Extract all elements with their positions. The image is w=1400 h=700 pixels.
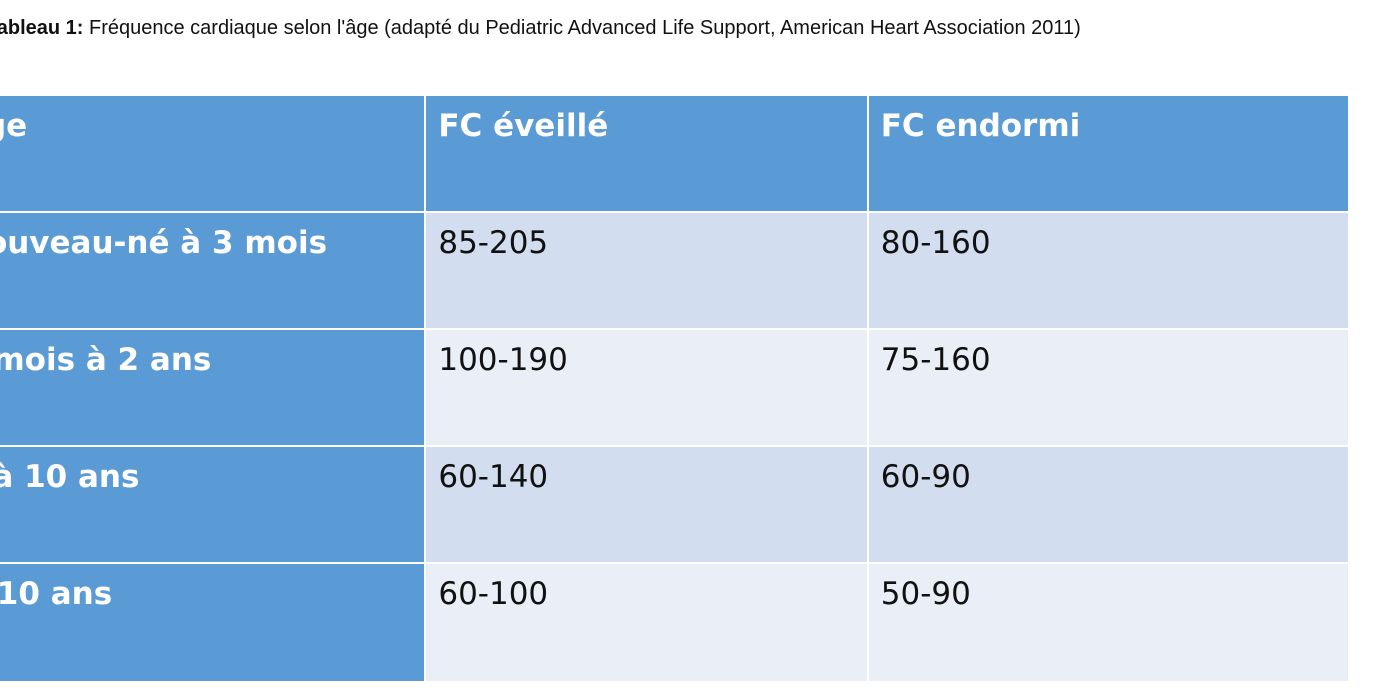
table-caption: Tableau 1: Fréquence cardiaque selon l'â… <box>0 17 1081 40</box>
caption-text: Fréquence cardiaque selon l'âge (adapté … <box>83 17 1081 39</box>
age-cell: Nouveau-né à 3 mois <box>0 213 427 330</box>
asleep-hr-cell: 50-90 <box>868 564 1348 683</box>
table-row: 3 mois à 2 ans 100-190 75-160 <box>0 330 1348 447</box>
asleep-hr-cell: 60-90 <box>868 447 1348 564</box>
asleep-hr-cell: 80-160 <box>868 213 1348 330</box>
awake-hr-cell: 60-100 <box>426 564 869 683</box>
age-cell: 2 à 10 ans <box>0 447 427 564</box>
table-row: Nouveau-né à 3 mois 85-205 80-160 <box>0 213 1348 330</box>
header-age: Âge <box>0 96 427 213</box>
table-row: 2 à 10 ans 60-140 60-90 <box>0 447 1348 564</box>
awake-hr-cell: 100-190 <box>426 330 869 447</box>
table-row: > 10 ans 60-100 50-90 <box>0 564 1348 683</box>
awake-hr-cell: 85-205 <box>426 213 869 330</box>
caption-label: Tableau 1: <box>0 17 84 39</box>
asleep-hr-cell: 75-160 <box>868 330 1348 447</box>
header-awake-hr: FC éveillé <box>426 96 869 213</box>
age-cell: 3 mois à 2 ans <box>0 330 427 447</box>
table-header-row: Âge FC éveillé FC endormi <box>0 96 1348 213</box>
awake-hr-cell: 60-140 <box>426 447 869 564</box>
header-asleep-hr: FC endormi <box>868 96 1348 213</box>
heart-rate-table: Âge FC éveillé FC endormi Nouveau-né à 3… <box>0 96 1348 683</box>
age-cell: > 10 ans <box>0 564 427 683</box>
